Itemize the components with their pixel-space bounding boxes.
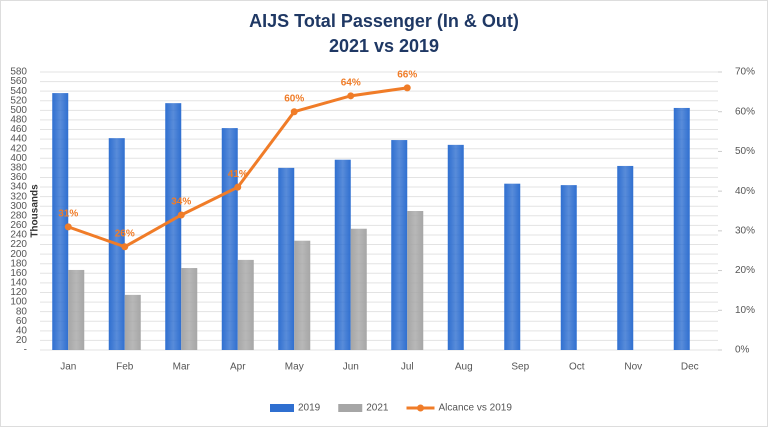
- x-tick-label: Jun: [343, 362, 359, 373]
- data-label: 64%: [341, 77, 361, 88]
- y2-tick-label: 60%: [735, 106, 755, 117]
- legend-label: 2019: [298, 403, 321, 414]
- y2-tick-label: 20%: [735, 265, 755, 276]
- y-tick-label: 540: [10, 86, 27, 97]
- chart-title: AIJS Total Passenger (In & Out): [249, 11, 519, 31]
- y-tick-label: 220: [10, 239, 27, 250]
- bar: [278, 167, 295, 350]
- x-tick-label: Apr: [230, 362, 246, 373]
- legend-label: Alcance vs 2019: [439, 403, 513, 414]
- bar: [504, 183, 521, 350]
- line-marker: [64, 223, 72, 231]
- x-tick-label: May: [285, 362, 304, 373]
- y2-tick-label: 0%: [735, 345, 750, 356]
- legend-swatch: [417, 404, 424, 412]
- y-tick-label: 40: [16, 325, 28, 336]
- y-tick-label: 340: [10, 182, 27, 193]
- bar: [124, 294, 141, 350]
- legend-swatch: [270, 404, 294, 412]
- x-tick-label: Jan: [60, 362, 76, 373]
- bar: [68, 269, 85, 350]
- line-marker: [234, 183, 242, 191]
- y-tick-label: 60: [16, 316, 28, 327]
- y-tick-label: 260: [10, 220, 27, 231]
- y-tick-label: 200: [10, 249, 27, 260]
- data-label: 41%: [228, 169, 248, 180]
- bar: [350, 228, 367, 350]
- data-label: 31%: [58, 209, 78, 220]
- line-marker: [290, 108, 298, 116]
- y2-tick-label: 30%: [735, 225, 755, 236]
- y-tick-label: 280: [10, 210, 27, 221]
- data-label: 34%: [171, 197, 191, 208]
- bar: [165, 103, 182, 350]
- y2-tick-label: 40%: [735, 186, 755, 197]
- y-tick-label: 360: [10, 172, 27, 183]
- y-tick-label: 380: [10, 163, 27, 174]
- y-tick-label: 420: [10, 143, 27, 154]
- y-tick-label: 400: [10, 153, 27, 164]
- bar: [181, 268, 198, 350]
- bar: [237, 259, 254, 350]
- bar: [221, 128, 238, 350]
- bar: [391, 140, 408, 350]
- y-tick-label: 80: [16, 306, 28, 317]
- data-label: 66%: [397, 70, 417, 81]
- x-tick-label: Sep: [511, 362, 529, 373]
- y2-tick-label: 50%: [735, 146, 755, 157]
- y-tick-label: 180: [10, 258, 27, 269]
- y2-tick-label: 70%: [735, 67, 755, 78]
- x-tick-label: Nov: [624, 362, 642, 373]
- bar: [673, 107, 690, 350]
- bar: [560, 185, 577, 350]
- y-tick-label: 560: [10, 76, 27, 87]
- line-marker: [177, 211, 185, 219]
- data-label: 60%: [284, 93, 304, 104]
- legend-swatch: [338, 404, 363, 412]
- bar: [617, 165, 634, 350]
- x-tick-label: Feb: [116, 362, 134, 373]
- data-label: 26%: [115, 228, 135, 239]
- x-tick-label: Aug: [455, 362, 473, 373]
- y-tick-label: 320: [10, 191, 27, 202]
- y-tick-label: 580: [10, 67, 27, 78]
- x-tick-label: Mar: [173, 362, 191, 373]
- line-marker: [347, 92, 355, 100]
- y-tick-label: 20: [16, 335, 28, 346]
- y-tick-label: 500: [10, 105, 27, 116]
- bar: [52, 93, 69, 350]
- chart-subtitle: 2021 vs 2019: [329, 36, 439, 56]
- y-tick-label: 460: [10, 124, 27, 135]
- y-tick-label: 120: [10, 287, 27, 298]
- x-tick-label: Dec: [681, 362, 699, 373]
- bar: [294, 240, 311, 350]
- bar: [447, 144, 464, 350]
- bar: [407, 211, 424, 350]
- line-marker: [403, 84, 411, 92]
- y-tick-label: 440: [10, 134, 27, 145]
- y-tick-label: 160: [10, 268, 27, 279]
- y-tick-label: 480: [10, 115, 27, 126]
- bar: [334, 159, 351, 350]
- y2-tick-label: 10%: [735, 305, 755, 316]
- y-tick-label: 240: [10, 230, 27, 241]
- line-marker: [121, 243, 129, 251]
- y-axis-title: Thousands: [30, 184, 41, 238]
- legend-label: 2021: [366, 403, 389, 414]
- x-tick-label: Jul: [401, 362, 414, 373]
- y-tick-label: 100: [10, 297, 27, 308]
- y-tick-label: 140: [10, 278, 27, 289]
- y-tick-label: 300: [10, 201, 27, 212]
- y-tick-label: 520: [10, 95, 27, 106]
- y-tick-label: -: [24, 345, 27, 356]
- x-tick-label: Oct: [569, 362, 585, 373]
